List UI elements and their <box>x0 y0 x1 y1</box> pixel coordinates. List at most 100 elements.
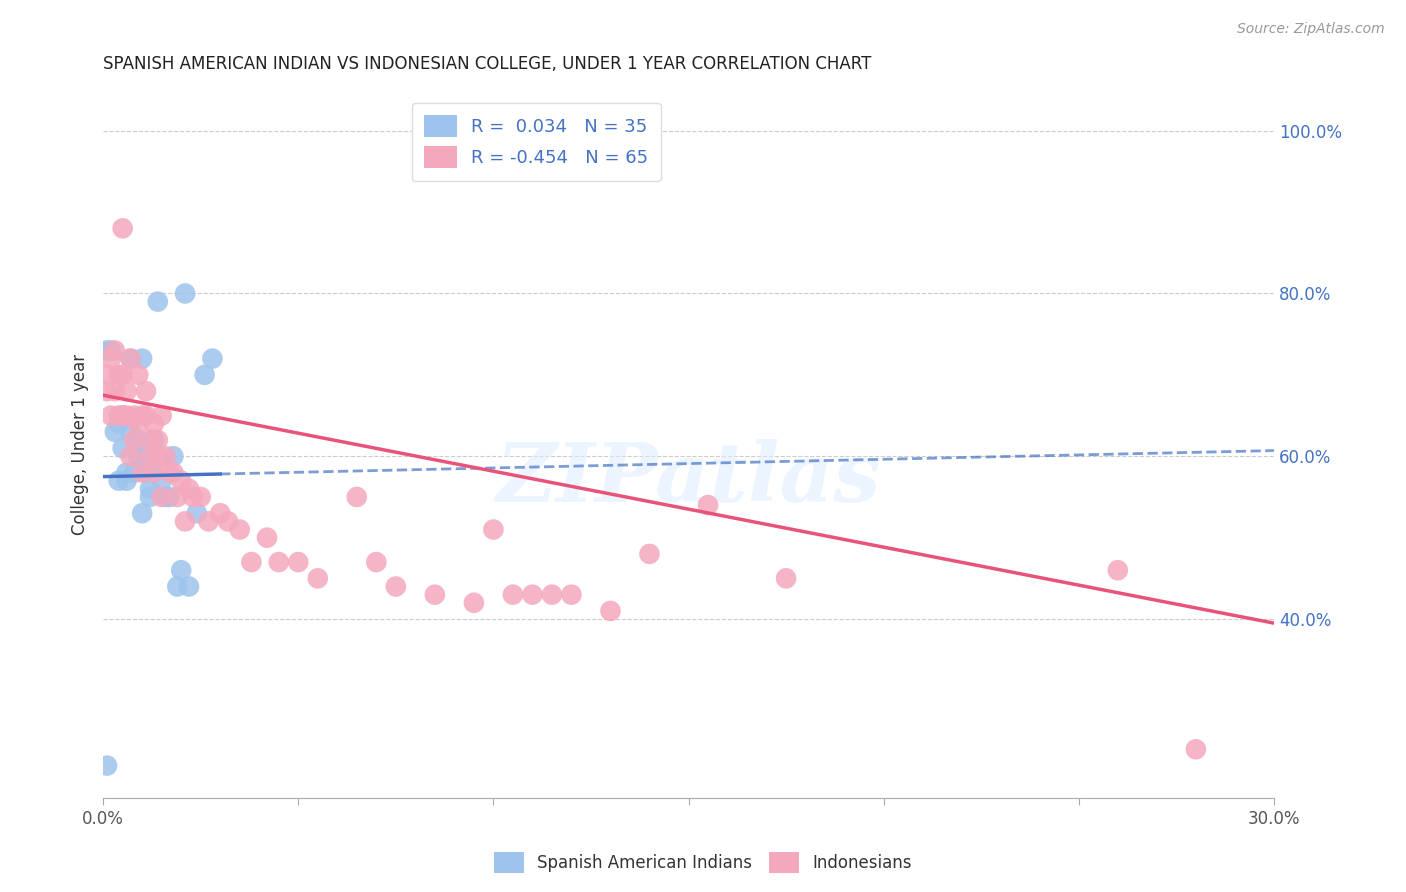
Point <box>162 450 184 464</box>
Point <box>155 450 177 464</box>
Point <box>100 351 122 366</box>
Point <box>111 368 134 382</box>
Point <box>107 474 129 488</box>
Point <box>111 409 134 423</box>
Point <box>120 351 142 366</box>
Point <box>638 547 661 561</box>
Point <box>197 515 219 529</box>
Point <box>115 409 138 423</box>
Point <box>111 221 134 235</box>
Point <box>142 466 165 480</box>
Point <box>159 490 181 504</box>
Point <box>135 384 157 399</box>
Point <box>115 474 138 488</box>
Text: Source: ZipAtlas.com: Source: ZipAtlas.com <box>1237 22 1385 37</box>
Point <box>100 409 122 423</box>
Point <box>124 409 146 423</box>
Point <box>96 758 118 772</box>
Point <box>135 450 157 464</box>
Point <box>104 343 127 358</box>
Point <box>1107 563 1129 577</box>
Point <box>142 466 165 480</box>
Point <box>170 563 193 577</box>
Point <box>139 482 162 496</box>
Point <box>120 425 142 439</box>
Point <box>522 588 544 602</box>
Point <box>146 433 169 447</box>
Point <box>104 425 127 439</box>
Point <box>139 433 162 447</box>
Point <box>100 343 122 358</box>
Point <box>127 417 149 431</box>
Point <box>111 409 134 423</box>
Point <box>502 588 524 602</box>
Point <box>96 384 118 399</box>
Text: SPANISH AMERICAN INDIAN VS INDONESIAN COLLEGE, UNDER 1 YEAR CORRELATION CHART: SPANISH AMERICAN INDIAN VS INDONESIAN CO… <box>103 55 872 73</box>
Point <box>127 368 149 382</box>
Point <box>131 466 153 480</box>
Point <box>142 417 165 431</box>
Point <box>135 409 157 423</box>
Point <box>177 482 200 496</box>
Point <box>1185 742 1208 756</box>
Point <box>287 555 309 569</box>
Point <box>135 466 157 480</box>
Point <box>115 384 138 399</box>
Point <box>107 368 129 382</box>
Point <box>131 409 153 423</box>
Point <box>111 441 134 455</box>
Point <box>142 433 165 447</box>
Point <box>150 490 173 504</box>
Point <box>146 294 169 309</box>
Point <box>560 588 582 602</box>
Point <box>181 490 204 504</box>
Point <box>146 450 169 464</box>
Point <box>159 466 181 480</box>
Point <box>346 490 368 504</box>
Point <box>190 490 212 504</box>
Y-axis label: College, Under 1 year: College, Under 1 year <box>72 353 89 534</box>
Point <box>307 571 329 585</box>
Point <box>177 580 200 594</box>
Point <box>775 571 797 585</box>
Point <box>463 596 485 610</box>
Point <box>96 343 118 358</box>
Point <box>423 588 446 602</box>
Point <box>124 433 146 447</box>
Point <box>194 368 217 382</box>
Point <box>174 515 197 529</box>
Point <box>482 523 505 537</box>
Point <box>256 531 278 545</box>
Point <box>541 588 564 602</box>
Point <box>139 450 162 464</box>
Legend: R =  0.034   N = 35, R = -0.454   N = 65: R = 0.034 N = 35, R = -0.454 N = 65 <box>412 103 661 181</box>
Point <box>131 506 153 520</box>
Point <box>96 368 118 382</box>
Point <box>139 490 162 504</box>
Point <box>170 474 193 488</box>
Point <box>107 409 129 423</box>
Point <box>150 409 173 423</box>
Point <box>127 433 149 447</box>
Point <box>166 490 188 504</box>
Point <box>150 474 173 488</box>
Text: ZIPatlas: ZIPatlas <box>496 440 882 519</box>
Point <box>166 580 188 594</box>
Point <box>240 555 263 569</box>
Point <box>120 450 142 464</box>
Point <box>115 466 138 480</box>
Point <box>697 498 720 512</box>
Point <box>104 384 127 399</box>
Point <box>131 351 153 366</box>
Point <box>599 604 621 618</box>
Point <box>155 490 177 504</box>
Point <box>385 580 408 594</box>
Point <box>217 515 239 529</box>
Point <box>174 286 197 301</box>
Point <box>162 466 184 480</box>
Point <box>201 351 224 366</box>
Point <box>107 417 129 431</box>
Point <box>209 506 232 520</box>
Point <box>267 555 290 569</box>
Point <box>366 555 388 569</box>
